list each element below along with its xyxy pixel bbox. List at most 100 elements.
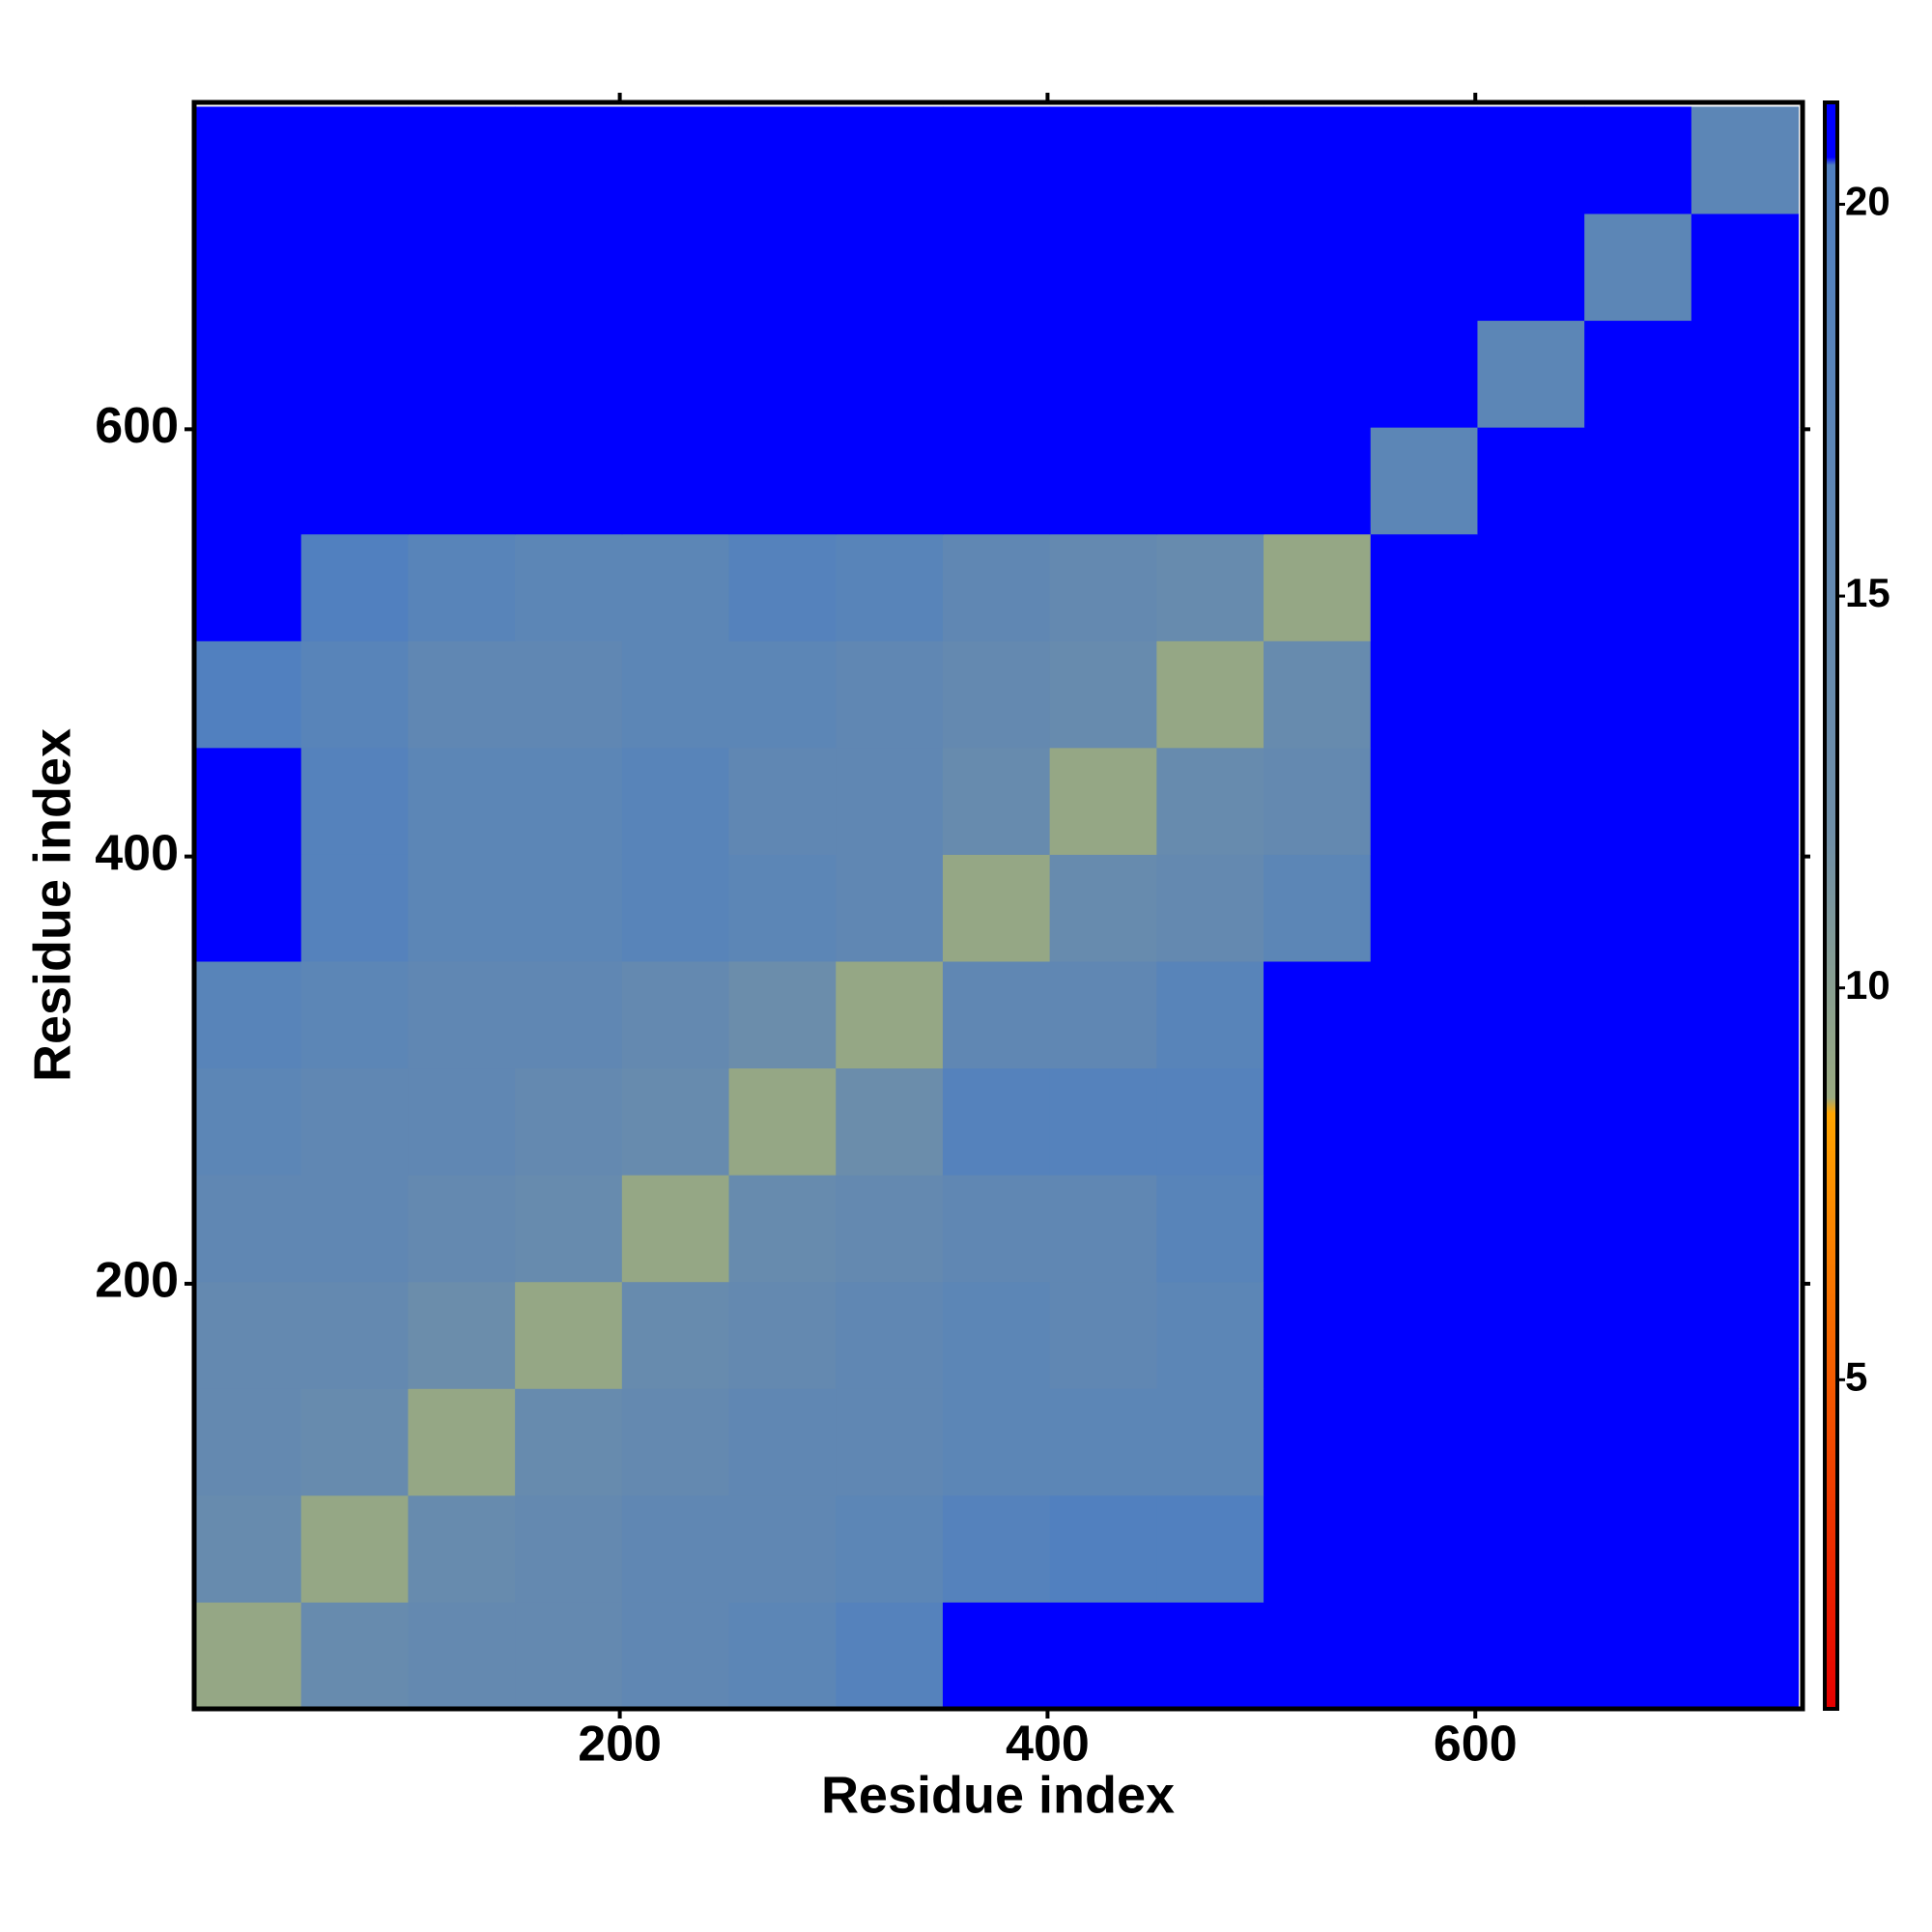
heatmap-cell (728, 533, 837, 641)
heatmap-cell (836, 533, 944, 641)
heatmap-cell (1156, 1281, 1264, 1389)
heatmap-cell (1049, 533, 1157, 641)
y-tick-label: 200 (95, 1253, 179, 1309)
heatmap-cell (728, 1281, 837, 1389)
heatmap-cell (1477, 533, 1585, 641)
heatmap-cell (621, 213, 730, 322)
heatmap-cell (1477, 1494, 1585, 1603)
heatmap-cell (1264, 1175, 1372, 1283)
heatmap-cell (1690, 1067, 1800, 1176)
heatmap-cell (515, 320, 623, 428)
heatmap-cell (621, 854, 730, 962)
heatmap-cell (1264, 106, 1372, 214)
heatmap-cell (942, 960, 1051, 1069)
heatmap-cell (728, 1388, 837, 1496)
heatmap-cell (1264, 427, 1372, 535)
heatmap-cell (836, 1067, 944, 1176)
heatmap-cell (728, 213, 837, 322)
heatmap-cell (1584, 1175, 1692, 1283)
heatmap-cell (1156, 747, 1264, 855)
heatmap-cell (194, 960, 302, 1069)
heatmap-cell (1370, 854, 1478, 962)
heatmap-cell (300, 640, 409, 749)
heatmap-cell (1370, 1175, 1478, 1283)
heatmap-cell (1156, 640, 1264, 749)
heatmap-cell (728, 320, 837, 428)
y-tick-label: 600 (95, 398, 179, 454)
heatmap-cell (1370, 1494, 1478, 1603)
heatmap-cell (1264, 1281, 1372, 1389)
heatmap-cell (836, 213, 944, 322)
heatmap-cell (1156, 1175, 1264, 1283)
heatmap-cell (1370, 1388, 1478, 1496)
heatmap-cell (1690, 320, 1800, 428)
heatmap-cell (1584, 1388, 1692, 1496)
heatmap-cell (300, 533, 409, 641)
heatmap-cell (408, 427, 516, 535)
heatmap-cell (408, 1602, 516, 1710)
heatmap-cell (621, 1388, 730, 1496)
heatmap-cell (1690, 427, 1800, 535)
heatmap-cell (942, 1494, 1051, 1603)
heatmap-cell (1584, 1494, 1692, 1603)
heatmap-cell (621, 1281, 730, 1389)
heatmap-cell (621, 427, 730, 535)
heatmap-cell (728, 640, 837, 749)
heatmap-cell (728, 854, 837, 962)
heatmap-cell (194, 1175, 302, 1283)
heatmap-cell (1477, 213, 1585, 322)
heatmap-cell (1370, 213, 1478, 322)
heatmap-cell (836, 1494, 944, 1603)
heatmap-cell (1264, 1388, 1372, 1496)
heatmap-cell (1156, 1388, 1264, 1496)
heatmap-cell (1156, 427, 1264, 535)
heatmap-cell (1370, 320, 1478, 428)
heatmap-cell (515, 213, 623, 322)
heatmap-cell (300, 1494, 409, 1603)
heatmap-cell (300, 213, 409, 322)
heatmap-cell (1156, 1494, 1264, 1603)
heatmap-cell (408, 1175, 516, 1283)
x-tick-label: 200 (578, 1717, 662, 1773)
heatmap-cell (1584, 960, 1692, 1069)
y-tick-label: 400 (95, 825, 179, 881)
heatmap-cell (1049, 427, 1157, 535)
heatmap-cell (1049, 640, 1157, 749)
heatmap-cell (621, 320, 730, 428)
heatmap-cell (515, 1388, 623, 1496)
heatmap-cell (194, 213, 302, 322)
heatmap-cell (621, 640, 730, 749)
heatmap-cell (194, 854, 302, 962)
heatmap-cell (942, 1175, 1051, 1283)
heatmap-cell (408, 1281, 516, 1389)
plot-frame (191, 99, 1805, 1712)
heatmap-cell (515, 747, 623, 855)
heatmap-cell (1584, 640, 1692, 749)
heatmap-cell (1370, 106, 1478, 214)
heatmap (194, 106, 1800, 1710)
heatmap-cell (408, 960, 516, 1069)
heatmap-cell (1264, 320, 1372, 428)
heatmap-cell (1584, 106, 1692, 214)
heatmap-cell (1477, 106, 1585, 214)
heatmap-cell (1049, 1602, 1157, 1710)
heatmap-cell (408, 854, 516, 962)
heatmap-cell (836, 1175, 944, 1283)
heatmap-cell (1049, 106, 1157, 214)
heatmap-cell (836, 640, 944, 749)
heatmap-cell (942, 1602, 1051, 1710)
heatmap-cell (300, 1388, 409, 1496)
heatmap-cell (1049, 1175, 1157, 1283)
heatmap-cell (621, 106, 730, 214)
heatmap-cell (408, 1067, 516, 1176)
heatmap-cell (300, 320, 409, 428)
heatmap-cell (1690, 1388, 1800, 1496)
colorbar (1823, 100, 1839, 1711)
x-tick-label: 600 (1434, 1717, 1518, 1773)
heatmap-cell (836, 1388, 944, 1496)
heatmap-cell (942, 747, 1051, 855)
heatmap-cell (194, 1602, 302, 1710)
heatmap-cell (728, 1067, 837, 1176)
heatmap-cell (1156, 533, 1264, 641)
